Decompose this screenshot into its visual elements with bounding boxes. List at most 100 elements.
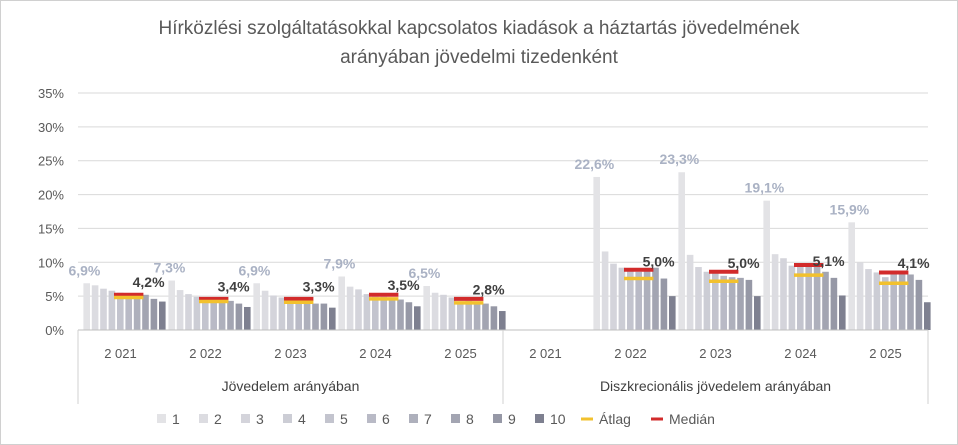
bar-decile-8 (312, 303, 319, 330)
bar-decile-1 (253, 283, 260, 330)
bar-decile-6 (125, 294, 132, 330)
bar-decile-2 (91, 285, 99, 330)
data-label-decile-1: 19,1% (745, 180, 785, 196)
y-tick-label: 20% (38, 188, 64, 203)
bar-decile-6 (210, 299, 217, 330)
legend-label-decile-6: 6 (382, 411, 390, 427)
bar-decile-2 (601, 251, 609, 330)
bar-decile-3 (185, 294, 192, 330)
legend-swatch-decile-3 (241, 414, 250, 423)
bar-decile-5 (372, 296, 379, 330)
data-label-decile-1: 7,3% (153, 260, 185, 276)
bar-decile-9 (915, 279, 923, 330)
bar-decile-7 (303, 302, 311, 330)
data-label-decile-10: 5,0% (728, 255, 760, 271)
bar-decile-6 (805, 264, 812, 330)
bar-decile-1 (83, 283, 90, 330)
bar-decile-6 (890, 272, 897, 330)
bar-decile-5 (457, 302, 464, 330)
bar-decile-8 (142, 294, 149, 330)
data-label-decile-1: 6,9% (68, 262, 100, 278)
bar-decile-10 (839, 295, 846, 330)
legend-label-average: Átlag (599, 411, 631, 427)
legend-label-decile-7: 7 (424, 411, 432, 427)
legend-label-decile-3: 3 (256, 411, 264, 427)
data-label-decile-1: 22,6% (575, 156, 615, 172)
legend-label-decile-4: 4 (298, 411, 306, 427)
legend-swatch-decile-7 (409, 414, 418, 423)
bar-decile-1 (678, 172, 685, 330)
bar-decile-3 (780, 258, 787, 330)
bar-decile-10 (669, 296, 676, 330)
bar-decile-3 (695, 267, 702, 330)
bar-decile-4 (448, 297, 456, 330)
legend-swatch-decile-1 (157, 414, 166, 423)
legend-label-decile-5: 5 (340, 411, 348, 427)
bar-decile-5 (117, 292, 124, 330)
bar-decile-5 (627, 270, 634, 330)
bar-decile-8 (397, 299, 404, 330)
legend-swatch-decile-5 (325, 414, 334, 423)
bar-decile-5 (202, 298, 209, 330)
group-label: Diszkrecionális jövedelem arányában (600, 378, 831, 394)
legend-label-decile-10: 10 (550, 411, 566, 427)
bar-decile-7 (728, 277, 736, 330)
bar-decile-7 (473, 303, 481, 330)
bar-decile-3 (440, 294, 447, 330)
bar-decile-10 (499, 311, 506, 330)
x-tick-year: 2 021 (529, 346, 562, 361)
bar-decile-6 (380, 296, 387, 330)
chart-title-line-2: arányában jövedelmi tizedenként (340, 47, 619, 68)
bar-decile-4 (788, 265, 796, 330)
bar-decile-10 (244, 306, 251, 330)
bar-decile-1 (763, 200, 770, 330)
bar-decile-9 (660, 278, 668, 330)
bar-decile-6 (720, 275, 727, 330)
legend-label-decile-8: 8 (466, 411, 474, 427)
bar-decile-1 (338, 276, 345, 330)
bar-decile-5 (712, 273, 719, 330)
bar-decile-4 (618, 267, 626, 330)
bar-decile-2 (261, 290, 269, 330)
x-tick-year: 2 022 (614, 346, 647, 361)
y-tick-label: 25% (38, 154, 64, 169)
bar-decile-7 (133, 296, 141, 330)
bar-decile-3 (270, 295, 277, 330)
x-tick-year: 2 023 (699, 346, 732, 361)
bar-decile-7 (898, 272, 906, 330)
bar-decile-3 (100, 288, 107, 330)
bar-decile-6 (635, 271, 642, 330)
bar-decile-9 (405, 302, 413, 330)
data-label-decile-1: 7,9% (323, 256, 355, 272)
data-label-decile-10: 3,4% (218, 279, 250, 295)
y-tick-label: 10% (38, 255, 64, 270)
data-label-decile-10: 2,8% (473, 281, 505, 297)
x-tick-year: 2 023 (274, 346, 307, 361)
bar-decile-4 (363, 294, 371, 330)
data-label-decile-10: 4,2% (133, 274, 165, 290)
legend-label-median: Medián (669, 411, 715, 427)
bar-decile-10 (924, 302, 931, 330)
bar-decile-10 (329, 307, 336, 330)
bar-decile-8 (737, 277, 744, 330)
x-tick-year: 2 025 (444, 346, 477, 361)
bar-decile-4 (108, 290, 116, 330)
bar-decile-2 (346, 286, 354, 330)
bar-decile-9 (745, 279, 753, 330)
bar-decile-2 (431, 292, 439, 330)
bar-decile-4 (278, 297, 286, 330)
data-label-decile-1: 15,9% (830, 201, 870, 217)
bar-decile-8 (907, 274, 914, 330)
bar-decile-1 (848, 222, 855, 330)
bar-decile-9 (235, 303, 243, 330)
bar-decile-2 (686, 254, 694, 330)
data-label-decile-10: 5,0% (643, 254, 675, 270)
data-label-decile-10: 3,3% (303, 279, 335, 295)
y-tick-label: 15% (38, 221, 64, 236)
legend-swatch-decile-8 (451, 414, 460, 423)
bar-decile-5 (287, 301, 294, 330)
bar-decile-1 (593, 176, 600, 330)
y-tick-label: 35% (38, 86, 64, 101)
legend-label-decile-2: 2 (214, 411, 222, 427)
